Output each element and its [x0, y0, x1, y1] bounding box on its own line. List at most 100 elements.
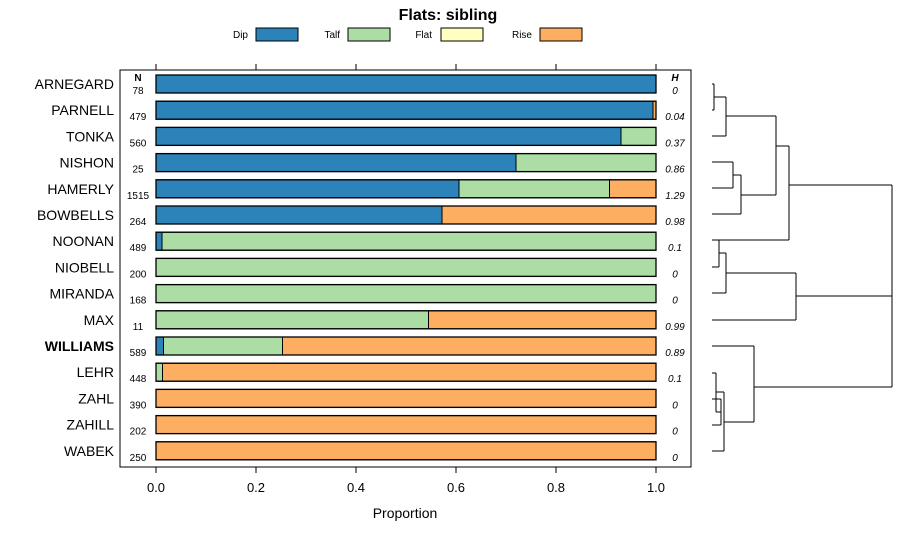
- bar-outline-bowbells: [155, 205, 657, 225]
- dendrogram-link-wabek: [712, 391, 725, 452]
- n-label-tonka: 560: [130, 138, 147, 149]
- bar-segment-tonka-talf: [620, 126, 657, 146]
- legend-swatch-flat: [440, 27, 484, 42]
- x-axis-title: Proportion: [373, 505, 438, 521]
- dendrogram-link-top-cluster: [712, 145, 790, 241]
- h-label-bowbells: 0.98: [665, 217, 685, 228]
- bar-row-tonka: [155, 126, 657, 147]
- category-label-zahill: ZAHILL: [67, 417, 115, 433]
- dendrogram-link-root: [754, 184, 893, 388]
- x-tick-label-2: 0.4: [347, 480, 365, 495]
- plot-frame: [119, 69, 692, 468]
- dendrogram-link-arnegard-parnell: [712, 83, 715, 111]
- bar-outline-arnegard: [155, 74, 657, 94]
- bar-segment-bowbells-dip: [155, 205, 443, 225]
- dendrogram: [712, 83, 893, 452]
- bar-outline-wabek: [155, 441, 657, 461]
- dendrogram-link-bowbells: [712, 174, 742, 215]
- bar-segment-zahill-rise: [155, 415, 657, 435]
- bar-segment-williams-rise: [282, 336, 657, 356]
- h-label-zahl: 0: [672, 400, 678, 411]
- x-axis: 0.0 0.2 0.4 0.6 0.8 1.0: [147, 467, 665, 495]
- bar-segment-max-talf: [155, 310, 429, 330]
- legend-swatch-dip: [255, 27, 299, 42]
- bar-row-hamerly: [155, 179, 657, 199]
- n-label-max: 11: [133, 322, 144, 333]
- n-label-zahill: 202: [130, 427, 147, 438]
- bar-row-bowbells: [155, 205, 657, 225]
- bar-outline-zahl: [155, 388, 657, 409]
- bar-outline-hamerly: [155, 179, 657, 199]
- bar-segment-williams-talf: [163, 336, 283, 356]
- legend-label-flat: Flat: [415, 30, 432, 41]
- bar-outline-niobell: [155, 257, 657, 278]
- bar-outline-zahill: [155, 414, 657, 435]
- bar-row-nishon: [155, 152, 657, 173]
- n-label-nishon: 25: [132, 165, 144, 176]
- n-label-lehr: 448: [130, 374, 147, 385]
- category-label-max: MAX: [84, 312, 115, 328]
- bar-segment-noonan-talf: [161, 231, 657, 251]
- bar-segment-zahl-rise: [155, 388, 657, 408]
- legend-swatch-rise: [539, 27, 583, 42]
- bar-row-lehr: [155, 362, 657, 382]
- bar-segment-miranda-talf: [155, 284, 657, 304]
- bar-segment-max-rise: [428, 310, 657, 330]
- n-label-wabek: 250: [130, 453, 147, 464]
- h-label-wabek: 0: [672, 453, 678, 464]
- bar-segment-hamerly-dip: [155, 179, 460, 199]
- dendrogram-link-group-a: [726, 115, 777, 196]
- category-label-miranda: MIRANDA: [49, 286, 114, 302]
- n-label-williams: 589: [130, 348, 147, 359]
- category-label-zahl: ZAHL: [78, 390, 114, 406]
- bar-segment-williams-dip: [155, 336, 164, 356]
- bar-outline-lehr: [155, 362, 657, 382]
- bar-segment-niobell-talf: [155, 257, 657, 277]
- h-label-nishon: 0.86: [665, 165, 685, 176]
- legend-label-dip: Dip: [233, 30, 248, 41]
- bar-segment-wabek-rise: [155, 441, 657, 461]
- bar-row-arnegard: [155, 74, 657, 94]
- n-label-zahl: 390: [130, 400, 147, 411]
- bar-outline-williams: [155, 336, 657, 356]
- n-label-bowbells: 264: [130, 217, 147, 228]
- h-header: H: [671, 73, 679, 84]
- category-label-niobell: NIOBELL: [55, 259, 114, 275]
- bar-row-zahl: [155, 388, 657, 409]
- bar-outline-tonka: [155, 126, 657, 147]
- dendrogram-link-noonan-niobell: [712, 239, 720, 268]
- n-label-arnegard: 78: [132, 86, 144, 97]
- category-label-noonan: NOONAN: [53, 233, 114, 249]
- category-label-parnell: PARNELL: [51, 102, 114, 118]
- bar-segment-hamerly-rise: [609, 179, 657, 199]
- h-label-parnell: 0.04: [665, 112, 685, 123]
- bar-outline-miranda: [155, 283, 657, 304]
- h-label-lehr: 0.1: [668, 374, 682, 385]
- h-label-hamerly: 1.29: [665, 191, 685, 202]
- n-label-miranda: 168: [130, 296, 147, 307]
- bar-segment-noonan-dip: [155, 231, 163, 251]
- bars: [155, 74, 657, 461]
- bar-row-max: [155, 310, 657, 330]
- n-label-hamerly: 1515: [127, 191, 150, 202]
- bar-segment-lehr-rise: [162, 362, 657, 382]
- bar-segment-nishon-dip: [155, 153, 517, 173]
- category-label-nishon: NISHON: [60, 155, 114, 171]
- n-header: N: [134, 73, 141, 84]
- h-label-williams: 0.89: [665, 348, 685, 359]
- top-axis-ticks: [155, 64, 657, 70]
- legend: Dip Talf Flat Rise: [233, 27, 583, 42]
- bar-segment-parnell-dip: [155, 100, 654, 120]
- bar-segment-bowbells-rise: [441, 205, 657, 225]
- h-label-max: 0.99: [665, 322, 685, 333]
- bar-row-parnell: [155, 100, 657, 120]
- bar-outline-parnell: [155, 100, 657, 120]
- n-label-parnell: 479: [130, 112, 147, 123]
- h-label-miranda: 0: [672, 296, 678, 307]
- bar-row-noonan: [155, 231, 657, 251]
- h-label-niobell: 0: [672, 269, 678, 280]
- category-label-bowbells: BOWBELLS: [37, 207, 114, 223]
- bar-segment-tonka-dip: [155, 126, 622, 146]
- bar-segment-hamerly-talf: [458, 179, 610, 199]
